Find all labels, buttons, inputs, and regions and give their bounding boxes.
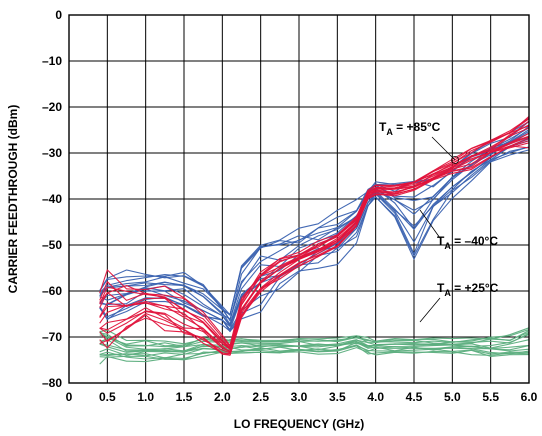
series-trace-room [99, 330, 530, 348]
series-trace-hot [99, 117, 530, 347]
x-tick-label: 6.0 [521, 390, 538, 404]
y-tick-label: –60 [42, 284, 62, 298]
x-tick-label: 1.0 [137, 390, 154, 404]
y-tick-label: –30 [42, 146, 62, 160]
y-tick-label: 0 [55, 8, 62, 22]
x-tick-label: 4.5 [406, 390, 423, 404]
temperature-annotation: TA = +25°C [437, 281, 499, 298]
y-tick-label: –80 [42, 376, 62, 390]
x-tick-label: 2.0 [214, 390, 231, 404]
grid-lines [68, 14, 530, 384]
series-trace-room [99, 327, 530, 345]
series-trace-room [99, 341, 530, 356]
annotations: TA = +85°C TA = –40°C TA = +25°C [379, 120, 499, 323]
x-tick-label: 4.0 [367, 390, 384, 404]
annotation-leader [431, 136, 456, 161]
series-trace-hot [99, 136, 530, 352]
annotation-marker [451, 156, 459, 164]
annotation-leader [419, 297, 441, 323]
y-tick-label: –70 [42, 330, 62, 344]
x-tick-label: 3.0 [291, 390, 308, 404]
y-tick-label: –40 [42, 192, 62, 206]
series-trace-room [99, 333, 530, 352]
series-trace-hot [99, 118, 530, 347]
series-trace-cold [99, 127, 530, 316]
y-axis-label: CARRIER FEEDTHROUGH (dBm) [6, 105, 20, 294]
series-trace-cold [99, 130, 530, 321]
temperature-annotation: TA = –40°C [437, 234, 498, 251]
series-layer [99, 115, 530, 365]
series-trace-hot [99, 120, 530, 349]
y-tick-labels: 0 –10 –20 –30 –40 –50 –60 –70 –80 [42, 8, 62, 390]
x-tick-label: 1.5 [176, 390, 193, 404]
y-tick-label: –50 [42, 238, 62, 252]
x-axis-label: LO FREQUENCY (GHz) [234, 417, 364, 431]
series-trace-hot [99, 124, 530, 350]
plot-frame [68, 14, 530, 384]
y-tick-label: –20 [42, 100, 62, 114]
x-tick-label: 5.5 [482, 390, 499, 404]
x-tick-label: 5.0 [444, 390, 461, 404]
y-tick-label: –10 [42, 54, 62, 68]
x-tick-label: 0 [66, 390, 73, 404]
temperature-annotation: TA = +85°C [379, 120, 441, 137]
series-trace-room [99, 345, 530, 361]
x-tick-label: 0.5 [99, 390, 116, 404]
annotation-leader [419, 209, 441, 239]
x-tick-label: 2.5 [252, 390, 269, 404]
x-tick-labels: 0 0.5 1.0 1.5 2.0 2.5 3.0 3.5 4.0 4.5 5.0 5.5 6.0 [66, 390, 538, 404]
series-trace-room [99, 344, 530, 359]
series-trace-room [99, 331, 530, 348]
x-tick-label: 3.5 [329, 390, 346, 404]
series-trace-hot [99, 115, 530, 349]
